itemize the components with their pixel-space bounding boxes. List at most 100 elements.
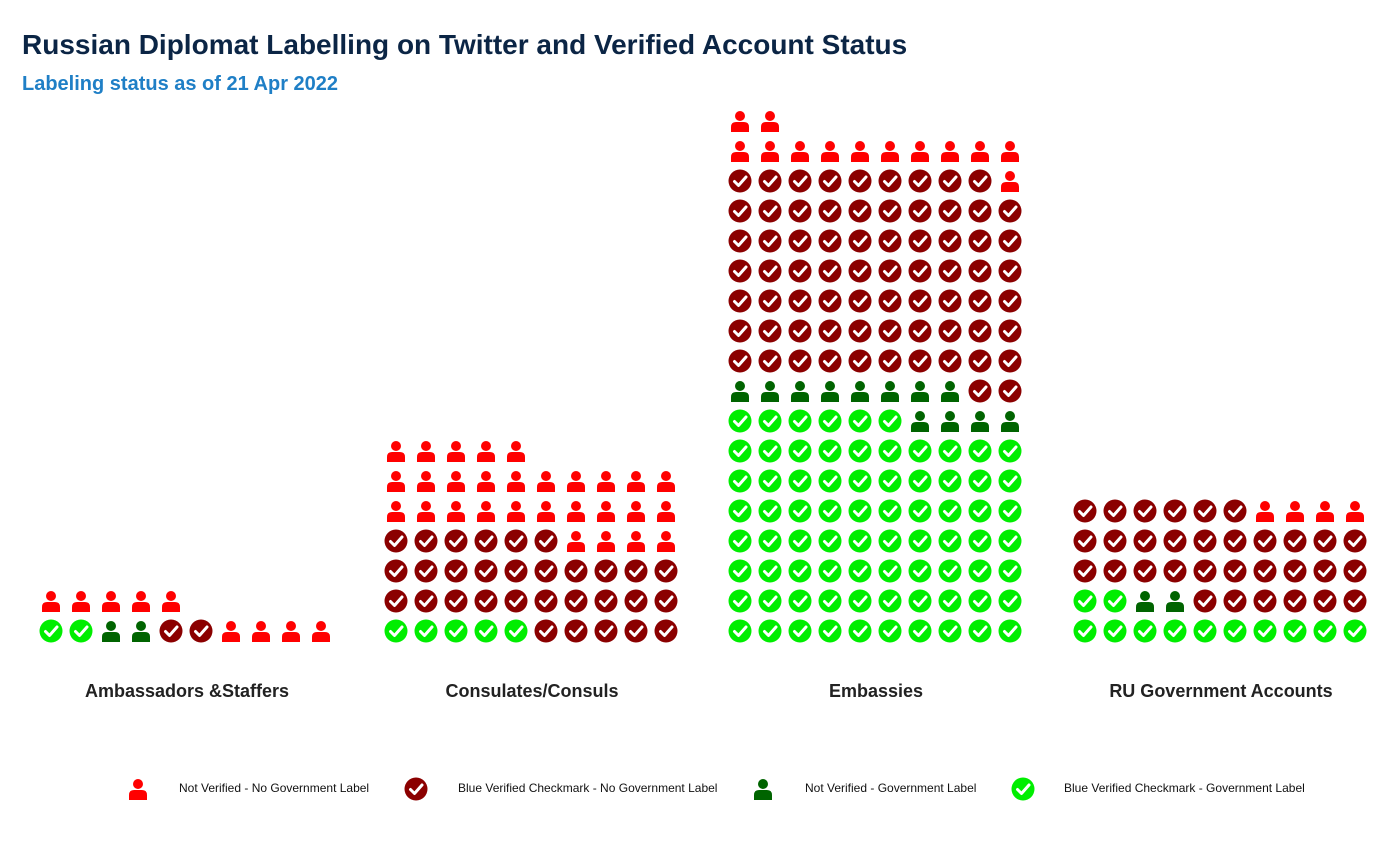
waffle-cell-verified-no-label (938, 229, 962, 253)
waffle-cell-verified-label (758, 409, 782, 433)
waffle-cell-not-verified-label (971, 411, 989, 432)
waffle-cell-verified-label (1193, 619, 1217, 643)
waffle-cell-verified-no-label (534, 529, 558, 553)
waffle-cell-verified-label (1223, 619, 1247, 643)
waffle-cell-not-verified-no-label (387, 501, 405, 522)
waffle-cell-verified-label (758, 589, 782, 613)
waffle-cell-not-verified-label (911, 411, 929, 432)
waffle-cell-verified-no-label (1283, 529, 1307, 553)
waffle-cell-verified-label (728, 589, 752, 613)
waffle-cell-not-verified-label (132, 621, 150, 642)
waffle-cell-verified-no-label (1163, 499, 1187, 523)
waffle-cell-verified-label (384, 619, 408, 643)
waffle-cell-verified-label (1073, 619, 1097, 643)
waffle-cell-verified-label (728, 619, 752, 643)
waffle-cell-verified-no-label (474, 529, 498, 553)
waffle-cell-verified-no-label (998, 259, 1022, 283)
waffle-cell-verified-label (504, 619, 528, 643)
waffle-cell-verified-label (878, 619, 902, 643)
waffle-cell-not-verified-no-label (477, 441, 495, 462)
waffle-cell-verified-no-label (474, 589, 498, 613)
waffle-cell-verified-label (728, 439, 752, 463)
waffle-cell-verified-label (758, 529, 782, 553)
waffle-cell-verified-no-label (938, 259, 962, 283)
waffle-cell-verified-label (728, 469, 752, 493)
waffle-cell-not-verified-label (731, 381, 749, 402)
waffle-cell-verified-no-label (728, 259, 752, 283)
waffle-group (384, 441, 678, 643)
waffle-cell-verified-no-label (564, 619, 588, 643)
waffle-cell-verified-no-label (998, 379, 1022, 403)
waffle-cell-verified-no-label (878, 169, 902, 193)
waffle-cell-verified-no-label (818, 259, 842, 283)
waffle-cell-verified-label (728, 529, 752, 553)
waffle-cell-not-verified-no-label (627, 471, 645, 492)
waffle-cell-verified-label (908, 499, 932, 523)
waffle-cell-verified-no-label (758, 319, 782, 343)
waffle-cell-not-verified-no-label (971, 141, 989, 162)
waffle-cell-verified-no-label (624, 619, 648, 643)
waffle-cell-not-verified-no-label (597, 471, 615, 492)
waffle-cell-verified-label (474, 619, 498, 643)
waffle-cell-verified-label (848, 529, 872, 553)
waffle-cell-verified-no-label (788, 349, 812, 373)
waffle-cell-verified-label (758, 499, 782, 523)
waffle-cell-verified-no-label (594, 619, 618, 643)
legend-label: Blue Verified Checkmark - Government Lab… (1064, 781, 1305, 795)
waffle-cell-verified-label (968, 499, 992, 523)
waffle-cell-verified-no-label (818, 319, 842, 343)
waffle-cell-verified-no-label (908, 199, 932, 223)
waffle-cell-verified-label (848, 499, 872, 523)
waffle-group (39, 591, 330, 643)
waffle-cell-verified-no-label (938, 199, 962, 223)
waffle-cell-verified-no-label (594, 589, 618, 613)
waffle-cell-verified-no-label (938, 319, 962, 343)
waffle-cell-verified-no-label (968, 199, 992, 223)
waffle-cell-not-verified-no-label (417, 501, 435, 522)
waffle-cell-not-verified-no-label (657, 501, 675, 522)
waffle-cell-verified-no-label (1073, 499, 1097, 523)
waffle-cell-verified-no-label (414, 529, 438, 553)
waffle-cell-verified-no-label (728, 169, 752, 193)
waffle-cell-not-verified-no-label (627, 531, 645, 552)
waffle-cell-verified-no-label (1103, 559, 1127, 583)
waffle-cell-verified-no-label (938, 169, 962, 193)
waffle-cell-verified-no-label (758, 199, 782, 223)
waffle-cell-verified-label (998, 499, 1022, 523)
waffle-cell-verified-no-label (878, 349, 902, 373)
waffle-cell-verified-label (968, 439, 992, 463)
waffle-cell-verified-no-label (1133, 559, 1157, 583)
waffle-cell-verified-no-label (728, 349, 752, 373)
waffle-cell-verified-label (878, 529, 902, 553)
waffle-cell-verified-label (818, 469, 842, 493)
waffle-cell-verified-label (728, 499, 752, 523)
waffle-cell-verified-label (848, 439, 872, 463)
waffle-cell-verified-no-label (1193, 529, 1217, 553)
waffle-cell-not-verified-no-label (387, 471, 405, 492)
waffle-cell-verified-label (878, 409, 902, 433)
waffle-cell-verified-label (818, 439, 842, 463)
waffle-cell-verified-label (1073, 589, 1097, 613)
waffle-cell-not-verified-no-label (387, 441, 405, 462)
waffle-cell-verified-label (998, 439, 1022, 463)
waffle-group (728, 111, 1022, 643)
waffle-cell-verified-no-label (848, 229, 872, 253)
waffle-cell-verified-no-label (624, 559, 648, 583)
waffle-cell-verified-no-label (878, 319, 902, 343)
waffle-cell-verified-label (69, 619, 93, 643)
waffle-cell-verified-no-label (728, 199, 752, 223)
waffle-cell-verified-no-label (564, 559, 588, 583)
waffle-cell-verified-label (938, 439, 962, 463)
waffle-cell-not-verified-no-label (282, 621, 300, 642)
waffle-cell-not-verified-label (791, 381, 809, 402)
waffle-cell-verified-no-label (818, 169, 842, 193)
waffle-cell-verified-no-label (1283, 589, 1307, 613)
waffle-cell-verified-no-label (818, 229, 842, 253)
waffle-cell-verified-no-label (1073, 559, 1097, 583)
waffle-cell-verified-no-label (758, 169, 782, 193)
waffle-cell-verified-label (998, 589, 1022, 613)
waffle-cell-verified-label (908, 589, 932, 613)
waffle-cell-verified-label (1283, 619, 1307, 643)
waffle-cell-verified-label (908, 619, 932, 643)
waffle-cell-verified-label (938, 529, 962, 553)
